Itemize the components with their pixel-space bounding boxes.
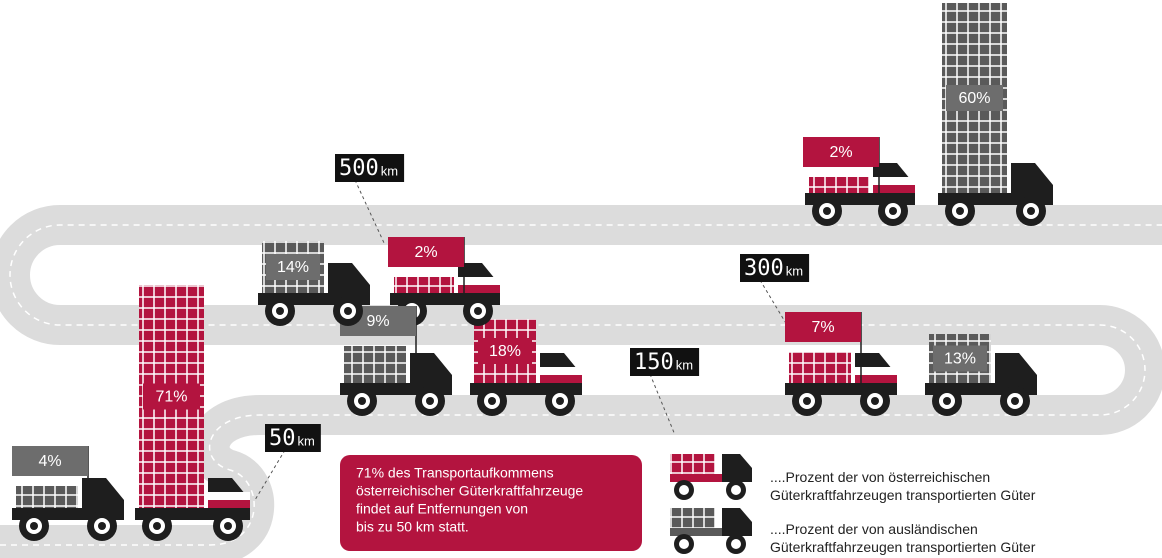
cab-stripe	[208, 492, 250, 500]
value-label: 60%	[958, 90, 990, 107]
legend-cab	[722, 454, 752, 482]
value-label: 14%	[277, 259, 309, 276]
marker-unit: km	[298, 433, 315, 448]
annotation-line: findet auf Entfernungen von	[356, 501, 528, 517]
cab-stripe	[208, 500, 250, 508]
cargo	[809, 177, 869, 193]
infographic: 71% des Transportaufkommens österreichis…	[0, 0, 1162, 558]
value-label: 13%	[944, 351, 976, 368]
annotation-line: 71% des Transportaufkommens	[356, 465, 554, 481]
value-label: 7%	[811, 319, 834, 336]
legend-icon	[670, 454, 752, 500]
legend-hub	[731, 485, 741, 495]
legend-entry: ....Prozent der von österreichischen Güt…	[770, 468, 1110, 504]
value-label: 71%	[155, 389, 187, 406]
annotation-box: 71% des Transportaufkommens österreichis…	[340, 455, 642, 551]
wheel-center	[943, 397, 951, 405]
wheel-center	[889, 207, 897, 215]
marker-unit: km	[676, 357, 693, 372]
cargo	[789, 352, 851, 383]
wheel-center	[224, 522, 232, 530]
value-label: 18%	[489, 343, 521, 360]
wheel-center	[1011, 397, 1019, 405]
cargo	[344, 346, 406, 383]
legend-cargo	[670, 508, 715, 528]
marker-number: 500	[339, 156, 379, 181]
legend-hub	[679, 539, 689, 549]
cargo	[394, 277, 454, 293]
legend-icon	[670, 508, 752, 554]
legend-hub	[731, 539, 741, 549]
wheel-center	[803, 397, 811, 405]
truck: 60%	[938, 3, 1053, 226]
wheel-center	[30, 522, 38, 530]
legend-cargo	[670, 454, 715, 474]
marker-number: 300	[744, 256, 784, 281]
wheel-center	[344, 307, 352, 315]
value-label: 2%	[829, 144, 852, 161]
wheel-center	[823, 207, 831, 215]
marker-unit: km	[381, 163, 398, 178]
marker-number: 50	[269, 426, 296, 451]
wheel-center	[276, 307, 284, 315]
wheel-center	[358, 397, 366, 405]
wheel-center	[98, 522, 106, 530]
value-label: 9%	[366, 313, 389, 330]
legend-cab	[722, 508, 752, 536]
wheel-center	[956, 207, 964, 215]
wheel-center	[556, 397, 564, 405]
value-label: 2%	[414, 244, 437, 261]
wheel-center	[1027, 207, 1035, 215]
legend-entry: ....Prozent der von ausländischen Güterk…	[770, 520, 1110, 556]
wheel-center	[426, 397, 434, 405]
legend-hub	[679, 485, 689, 495]
marker-number: 150	[634, 350, 674, 375]
wheel-center	[474, 307, 482, 315]
wheel-center	[488, 397, 496, 405]
annotation-line: österreichischer Güterkraftfahrzeuge	[356, 483, 583, 499]
wheel-center	[871, 397, 879, 405]
value-label: 4%	[38, 453, 61, 470]
cab-stripe	[540, 375, 582, 383]
cargo	[16, 486, 78, 508]
marker-unit: km	[786, 263, 803, 278]
cab-stripe	[540, 367, 582, 375]
wheel-center	[153, 522, 161, 530]
annotation-line: bis zu 50 km statt.	[356, 519, 469, 535]
